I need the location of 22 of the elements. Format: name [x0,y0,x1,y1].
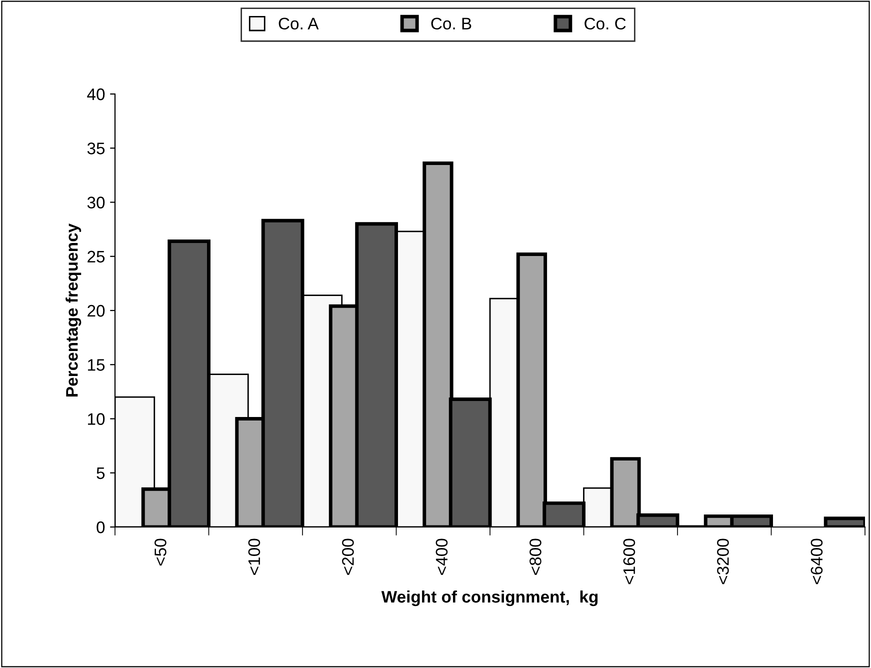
y-tick-label: 30 [87,196,105,208]
x-tick-label: <6400 [810,538,823,584]
legend-label: Co. A [278,18,319,30]
x-tick-label: <3200 [717,538,729,584]
y-tick-label: 35 [87,142,105,154]
x-tick-label: <200 [342,538,354,575]
x-tick-label: <400 [436,538,448,575]
x-tick-label: <50 [154,538,166,566]
y-tick-label: 0 [96,521,105,534]
y-axis-title: Percentage frequency [66,224,82,396]
x-axis-title: Weight of consignment, kg [381,590,598,606]
x-tick-label: <100 [248,538,260,575]
y-tick-label: 10 [88,413,105,425]
y-tick-label: 40 [87,88,105,100]
x-tick-label: <1600 [623,538,636,584]
legend-label: Co. B [431,18,472,30]
x-tick-label: <800 [530,538,542,575]
y-tick-label: 20 [88,304,105,317]
legend-label: Co. C [584,18,626,30]
y-tick-label: 5 [96,467,105,480]
y-tick-label: 25 [88,250,105,263]
y-tick-label: 15 [88,359,105,371]
